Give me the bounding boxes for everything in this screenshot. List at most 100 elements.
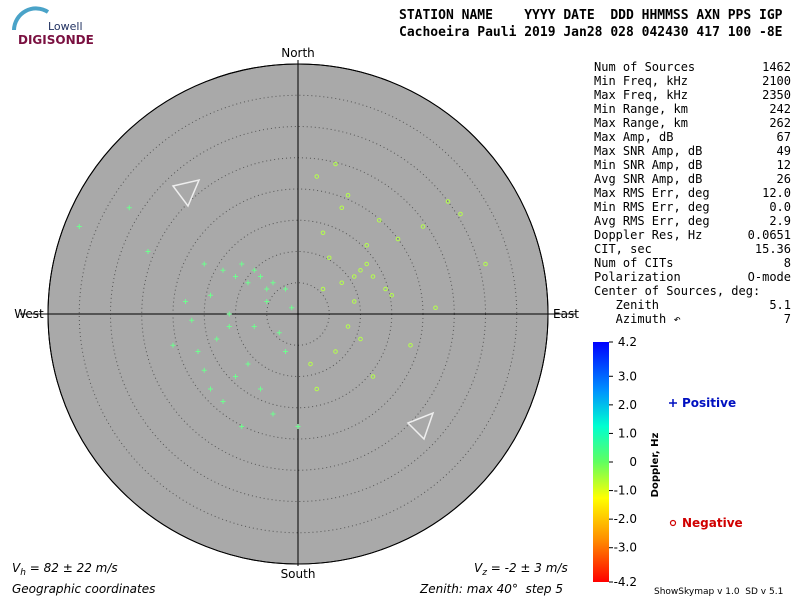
stat-label: Max Amp, dB: [594, 130, 673, 144]
source-point: [214, 336, 220, 342]
source-point: [351, 299, 357, 304]
stat-label: Max RMS Err, deg: [594, 186, 710, 200]
header-line: STATION NAME YYYY DATE DDD HHMMSS AXN PP…: [399, 8, 783, 23]
stat-value: 49: [777, 144, 791, 158]
stat-label: Min SNR Amp, dB: [594, 158, 702, 172]
source-point: [233, 374, 238, 379]
colorbar-tick-label: 1.0: [618, 426, 637, 440]
source-point: [333, 349, 338, 354]
stat-value: 2.9: [769, 214, 791, 228]
legend: Positive Negative: [669, 396, 743, 530]
stat-value: 5.1: [769, 298, 791, 312]
source-point: [208, 386, 213, 392]
colorbar-tick-label: -4.2: [614, 575, 637, 589]
stat-label: Num of CITs: [594, 256, 673, 270]
source-point: [358, 336, 363, 342]
source-point: [320, 230, 326, 236]
source-point: [264, 299, 270, 304]
source-point: [183, 299, 188, 304]
source-point: [333, 161, 338, 167]
source-point: [283, 286, 288, 292]
colorbar-tick-label: 2.0: [618, 398, 637, 412]
logo-top: Lowell: [48, 20, 83, 33]
source-point: [433, 305, 438, 311]
source-point: [339, 205, 345, 211]
source-point: [251, 324, 257, 329]
source-point: [239, 261, 245, 267]
stat-value: 242: [769, 102, 791, 116]
source-point: [270, 280, 276, 286]
stat-value: 26: [777, 172, 791, 186]
source-point: [358, 267, 363, 273]
source-point: [233, 274, 238, 279]
source-point: [245, 280, 251, 286]
source-point: [245, 361, 251, 367]
source-point: [364, 242, 370, 248]
source-point: [370, 274, 376, 279]
source-point: [458, 211, 463, 217]
stat-value: 67: [777, 130, 791, 144]
source-point: [76, 224, 82, 229]
source-point: [208, 292, 213, 298]
source-point: [239, 424, 245, 429]
stats-table: Num of Sources 1462 Min Freq, kHz 2100 Max F…: [594, 60, 791, 326]
source-point: [345, 192, 351, 198]
source-point: [226, 311, 232, 317]
stat-label: Zenith: [594, 298, 659, 312]
stat-value: 12: [777, 158, 791, 172]
legend-marker: [669, 399, 677, 407]
compass-label: North: [281, 46, 315, 60]
source-point: [314, 386, 320, 392]
stat-value: 1462: [762, 60, 791, 74]
stat-value: 15.36: [755, 242, 791, 256]
source-point: [195, 349, 201, 354]
colorbar-tick-label: 0: [629, 455, 637, 469]
stat-value: 7: [784, 312, 791, 326]
source-point: [408, 342, 413, 348]
source-point: [395, 236, 401, 242]
legend-entry: Negative: [682, 516, 743, 530]
source-point: [295, 424, 301, 429]
stat-value: 2100: [762, 74, 791, 88]
source-point: [308, 361, 313, 367]
source-point: [258, 274, 263, 279]
coords-label: Geographic coordinates: [12, 582, 155, 596]
colorbar-tick-label: 4.2: [618, 335, 637, 349]
plot: North South West East: [14, 46, 579, 581]
source-point: [445, 199, 451, 204]
source-point: [270, 411, 276, 417]
stat-label: Max Range, km: [594, 116, 688, 130]
stat-value: 262: [769, 116, 791, 130]
stat-label: Avg RMS Err, deg: [594, 214, 710, 228]
source-point: [314, 174, 320, 179]
source-point: [201, 367, 207, 373]
stat-value: 8: [784, 256, 791, 270]
vz-label: Vz = -2 ± 3 m/s: [474, 561, 568, 578]
header-line: Cachoeira Pauli 2019 Jan28 028 042430 41…: [399, 25, 783, 40]
logo-bottom: DIGISONDE: [18, 33, 94, 47]
logo-arc: [12, 6, 50, 31]
vh-label: Vh = 82 ± 22 m/s: [12, 561, 118, 578]
stat-label: Min Range, km: [594, 102, 688, 116]
source-point: [383, 286, 388, 292]
source-point: [145, 249, 151, 254]
stat-label: Center of Sources, deg:: [594, 284, 760, 298]
source-point: [226, 324, 232, 329]
stat-label: Azimuth ↶: [594, 312, 681, 326]
stat-label: Max SNR Amp, dB: [594, 144, 702, 158]
legend-entry: Positive: [682, 396, 736, 410]
source-point: [251, 267, 257, 273]
stat-label: Min RMS Err, deg: [594, 200, 710, 214]
legend-marker: [669, 519, 677, 527]
source-point: [289, 305, 295, 311]
source-point: [283, 349, 288, 354]
source-point: [220, 399, 226, 404]
source-point: [326, 255, 332, 261]
colorbar-tick-label: -3.0: [614, 541, 637, 555]
source-point: [276, 330, 282, 336]
source-point: [258, 386, 263, 392]
version-label: ShowSkymap v 1.0 SD v 5.1: [654, 587, 783, 597]
stat-label: Min Freq, kHz: [594, 74, 688, 88]
